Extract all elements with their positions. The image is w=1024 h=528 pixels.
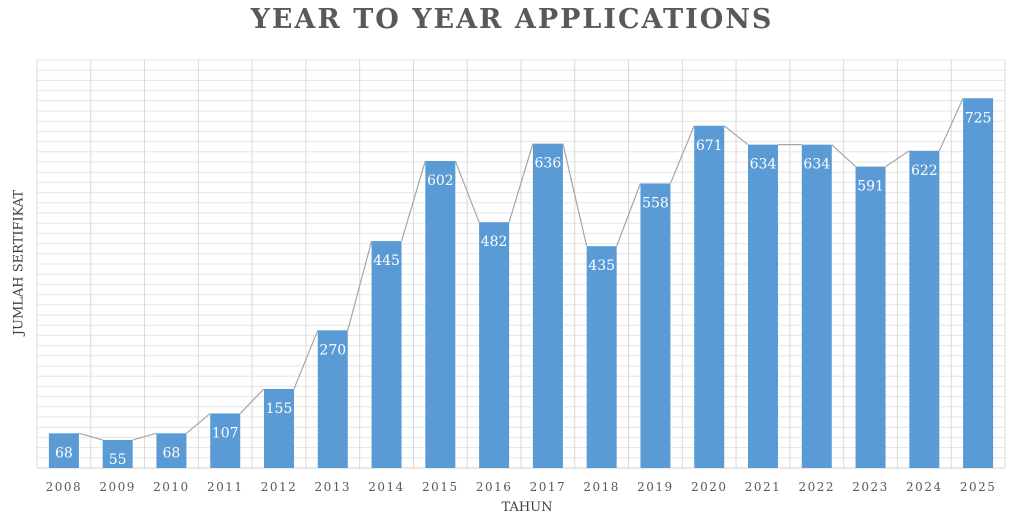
bar-2009: 55 bbox=[102, 439, 133, 468]
data-label: 634 bbox=[750, 157, 777, 173]
x-tick-label: 2019 bbox=[637, 480, 674, 494]
bar-2025: 725 bbox=[963, 98, 994, 468]
data-label: 445 bbox=[373, 253, 400, 269]
data-label: 68 bbox=[163, 445, 181, 461]
bar-2010: 68 bbox=[156, 433, 187, 468]
x-tick-label: 2018 bbox=[583, 480, 620, 494]
gridlines bbox=[36, 59, 1006, 469]
x-tick-label: 2025 bbox=[960, 480, 997, 494]
bar-2020: 671 bbox=[694, 125, 725, 468]
connector-line bbox=[78, 98, 964, 441]
data-label: 602 bbox=[427, 173, 454, 189]
x-tick-label: 2011 bbox=[207, 480, 244, 494]
data-label: 482 bbox=[481, 234, 508, 250]
data-label: 558 bbox=[642, 195, 669, 211]
x-tick-label: 2023 bbox=[852, 480, 889, 494]
bar-2019: 558 bbox=[640, 183, 671, 469]
bar-2014: 445 bbox=[371, 241, 402, 468]
x-tick-label: 2022 bbox=[799, 480, 836, 494]
bar-2018: 435 bbox=[586, 246, 617, 468]
x-tick-label: 2013 bbox=[315, 480, 352, 494]
bar-2012: 155 bbox=[264, 388, 294, 468]
data-label: 155 bbox=[266, 401, 293, 417]
bar-2011: 107 bbox=[210, 413, 241, 468]
x-tick-label: 2014 bbox=[368, 480, 405, 494]
x-tick-label: 2020 bbox=[691, 480, 728, 494]
data-label: 622 bbox=[911, 163, 938, 179]
bar-2023: 591 bbox=[855, 166, 886, 468]
x-tick-label: 2024 bbox=[906, 480, 943, 494]
bar-2021: 634 bbox=[748, 144, 778, 468]
bar-2013: 270 bbox=[317, 330, 348, 468]
data-label: 55 bbox=[109, 452, 127, 468]
data-label: 634 bbox=[803, 157, 830, 173]
x-axis-label: TAHUN bbox=[501, 500, 553, 515]
bar-2008: 68 bbox=[48, 433, 79, 468]
x-tick-label: 2016 bbox=[476, 480, 513, 494]
data-label: 636 bbox=[535, 156, 562, 172]
data-label: 591 bbox=[857, 179, 884, 195]
bar-2024: 622 bbox=[909, 150, 940, 468]
x-tick-label: 2008 bbox=[46, 480, 83, 494]
data-label: 435 bbox=[588, 258, 615, 274]
x-tick-label: 2017 bbox=[530, 480, 567, 494]
bar-2016: 482 bbox=[479, 222, 510, 468]
data-label: 671 bbox=[696, 138, 723, 154]
x-tick-label: 2012 bbox=[261, 480, 298, 494]
data-label: 107 bbox=[212, 425, 239, 441]
x-tick-label: 2010 bbox=[153, 480, 190, 494]
data-label: 270 bbox=[319, 342, 346, 358]
data-label: 725 bbox=[965, 110, 992, 126]
chart-title: YEAR TO YEAR APPLICATIONS bbox=[250, 4, 774, 35]
data-label: 68 bbox=[55, 445, 73, 461]
x-tick-label: 2021 bbox=[745, 480, 782, 494]
x-tick-label: 2009 bbox=[99, 480, 136, 494]
x-tick-label: 2015 bbox=[422, 480, 459, 494]
bar-2017: 636 bbox=[532, 143, 563, 468]
bar-2022: 634 bbox=[801, 144, 832, 468]
bar-2015: 602 bbox=[425, 160, 456, 469]
